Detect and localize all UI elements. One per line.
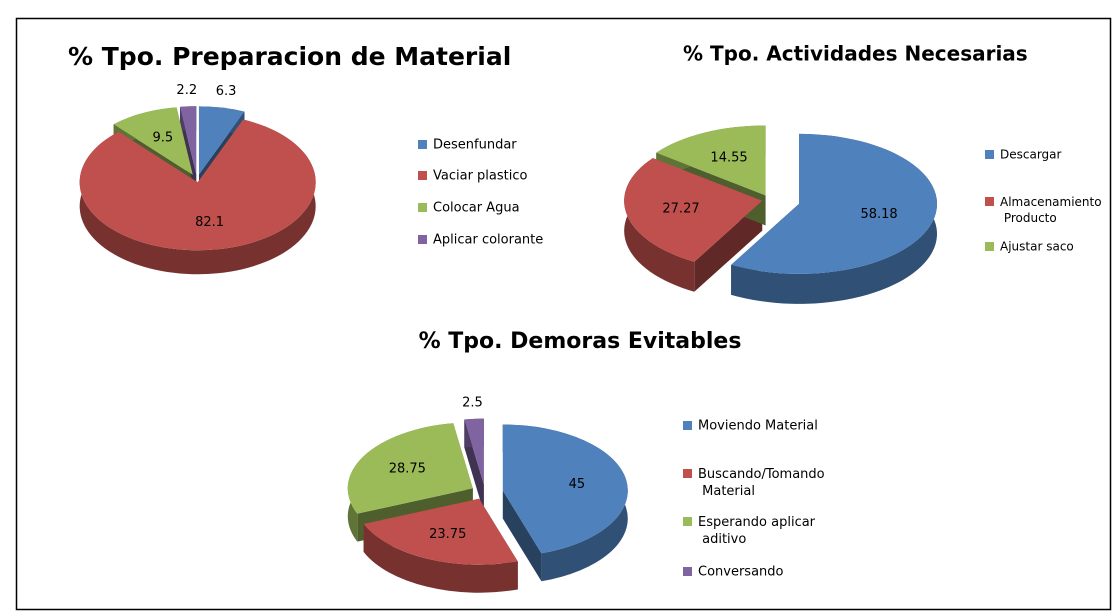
chart-title: % Tpo. Preparacion de Material xyxy=(68,42,511,71)
pie-slice xyxy=(502,424,628,554)
legend-label: Almacenamiento Producto xyxy=(1000,195,1102,225)
legend-swatch xyxy=(683,421,692,430)
data-label: 9.5 xyxy=(153,130,174,145)
legend-label: Moviendo Material xyxy=(698,419,818,434)
legend-label: Desenfundar xyxy=(433,138,517,153)
pie-slice xyxy=(731,133,938,274)
legend-swatch xyxy=(418,140,427,149)
pie-slice xyxy=(180,106,197,175)
legend-label: Buscando/Tomando Material xyxy=(698,467,825,499)
legend-swatch xyxy=(418,203,427,212)
legend-label: Aplicar colorante xyxy=(433,233,543,248)
pie-slice xyxy=(79,119,316,251)
legend-swatch xyxy=(683,517,692,526)
legend-label: Vaciar plastico xyxy=(433,169,528,184)
pie-side xyxy=(502,490,542,582)
data-label: 2.2 xyxy=(176,83,197,98)
legend-swatch xyxy=(418,171,427,180)
data-label: 14.55 xyxy=(710,150,747,165)
legend-label: Descargar xyxy=(1000,148,1062,162)
legend-swatch xyxy=(418,235,427,244)
legend-label: Conversando xyxy=(698,565,784,580)
pie-side xyxy=(363,523,518,593)
pie-slice xyxy=(624,158,763,262)
pie-tops: 6.3 82.1 9.5 2.2 xyxy=(79,83,316,251)
data-label: 2.5 xyxy=(462,395,483,410)
data-label: 82.1 xyxy=(195,215,224,230)
legend-swatch xyxy=(985,197,994,206)
pie-tops: 58.18 27.27 14.55 xyxy=(624,125,938,274)
pie-slice xyxy=(656,125,766,196)
legend-swatch xyxy=(985,242,994,251)
data-label: 6.3 xyxy=(216,84,237,99)
legend-swatch xyxy=(683,469,692,478)
legend-label: Esperando aplicar aditivo xyxy=(698,515,816,547)
pie-slice xyxy=(198,106,245,175)
data-label: 45 xyxy=(569,477,586,492)
data-label: 27.27 xyxy=(662,202,699,217)
data-label: 58.18 xyxy=(860,207,897,222)
legend-label: Ajustar saco xyxy=(1000,240,1074,254)
legend-label: Colocar Agua xyxy=(433,201,520,216)
data-label: 23.75 xyxy=(429,527,466,542)
chart-title: % Tpo. Actividades Necesarias xyxy=(683,42,1028,66)
pie-slice xyxy=(113,107,193,175)
legend-swatch xyxy=(985,150,994,159)
chart-title: % Tpo. Demoras Evitables xyxy=(419,329,742,354)
data-label: 28.75 xyxy=(389,462,426,477)
pie-slice xyxy=(363,498,518,565)
legend-swatch xyxy=(683,567,692,576)
pie-slice xyxy=(464,418,484,485)
pie-slice xyxy=(347,423,473,514)
pie-tops: 45 23.75 28.75 2.5 xyxy=(347,395,628,565)
